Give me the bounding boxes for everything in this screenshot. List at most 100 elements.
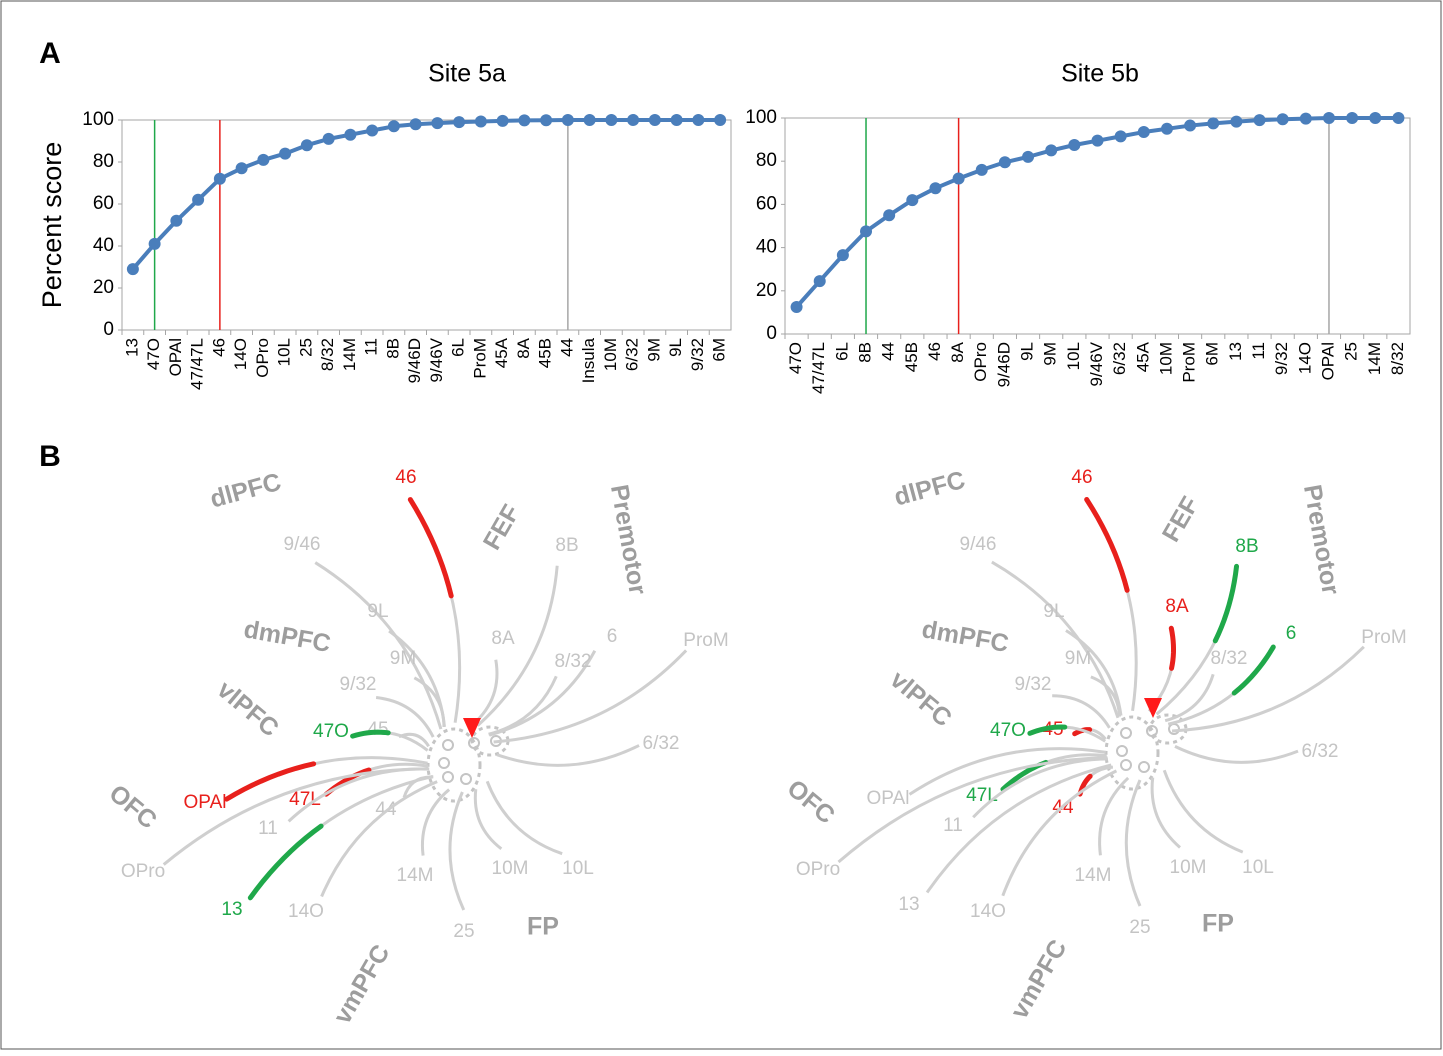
branch xyxy=(450,792,464,910)
data-point xyxy=(1300,113,1312,125)
branch xyxy=(497,745,639,765)
data-point xyxy=(388,120,400,132)
x-tick-label: 14M xyxy=(340,338,359,371)
x-tick-label: 25 xyxy=(296,338,315,357)
arrowhead xyxy=(463,718,481,738)
region-label: vlPFC xyxy=(885,665,957,732)
y-tick-label: 100 xyxy=(745,107,777,128)
x-tick-label: 45B xyxy=(536,338,555,368)
data-point xyxy=(192,194,204,206)
data-point xyxy=(301,139,313,151)
data-point xyxy=(1184,120,1196,132)
y-tick-label: 60 xyxy=(93,193,114,214)
region-label: vlPFC xyxy=(212,675,284,742)
area-label: ProM xyxy=(1361,627,1406,648)
data-point xyxy=(1392,112,1404,124)
data-point xyxy=(605,114,617,126)
region-label: Premotor xyxy=(605,483,652,598)
hub-node xyxy=(1169,724,1179,734)
area-label: 9/32 xyxy=(1015,674,1052,695)
area-label: OPAl xyxy=(184,792,227,813)
region-label: dlPFC xyxy=(891,466,968,512)
x-tick-label: 8A xyxy=(948,341,967,362)
data-point xyxy=(883,209,895,221)
x-tick-label: OPro xyxy=(253,338,272,378)
region-label: FEF xyxy=(478,500,526,555)
hub-node xyxy=(443,740,453,750)
data-line xyxy=(133,120,720,269)
data-point xyxy=(127,263,139,275)
area-label: 9L xyxy=(1043,601,1064,622)
branch xyxy=(1126,780,1140,906)
data-point xyxy=(814,275,826,287)
region-label: dmPFC xyxy=(242,615,333,658)
branch xyxy=(1100,778,1129,855)
area-label: 14O xyxy=(288,901,324,922)
region-label: dmPFC xyxy=(920,615,1011,658)
hub-node xyxy=(439,758,449,768)
branch xyxy=(1152,778,1180,848)
x-tick-label: OPro xyxy=(971,342,990,382)
area-label: 6 xyxy=(1286,623,1297,644)
x-tick-label: 6L xyxy=(832,342,851,361)
area-label: 6 xyxy=(607,626,618,647)
data-point xyxy=(860,225,872,237)
data-point xyxy=(279,148,291,160)
area-label: 9L xyxy=(367,601,388,622)
y-tick-label: 0 xyxy=(103,319,114,340)
x-tick-label: 45A xyxy=(1133,341,1152,372)
x-tick-label: 25 xyxy=(1342,342,1361,361)
data-point xyxy=(431,117,443,129)
data-point xyxy=(837,249,849,261)
y-tick-label: 20 xyxy=(756,280,777,301)
branch xyxy=(315,563,441,730)
area-label: ProM xyxy=(683,630,728,651)
x-tick-label: 9/32 xyxy=(688,338,707,371)
area-label: 25 xyxy=(1129,917,1150,938)
area-label: 8/32 xyxy=(1211,648,1248,669)
arrowhead xyxy=(1144,698,1162,718)
data-point xyxy=(584,114,596,126)
y-tick-label: 100 xyxy=(82,109,114,130)
data-point xyxy=(1230,116,1242,128)
data-point xyxy=(1254,114,1266,126)
x-tick-label: 45B xyxy=(902,342,921,372)
area-label: 8B xyxy=(1235,536,1258,557)
data-point xyxy=(1277,113,1289,125)
highlight-branch xyxy=(1215,566,1236,640)
data-point xyxy=(627,114,639,126)
x-tick-label: 14O xyxy=(1295,342,1314,374)
x-tick-label: 47O xyxy=(786,342,805,374)
branch xyxy=(1175,746,1298,762)
data-point xyxy=(1115,130,1127,142)
area-label: 14M xyxy=(1075,865,1112,886)
highlight-branch xyxy=(1171,628,1173,668)
x-tick-label: 47/47L xyxy=(188,338,207,390)
hub-node xyxy=(1117,746,1127,756)
area-label: 14M xyxy=(397,865,434,886)
chart-title: Site 5a xyxy=(428,60,506,88)
data-point xyxy=(170,215,182,227)
area-label: 8B xyxy=(555,535,578,556)
y-tick-label: 60 xyxy=(756,193,777,214)
panel-label: B xyxy=(39,440,61,473)
data-point xyxy=(497,115,509,127)
branch xyxy=(1164,770,1243,852)
plot-frame xyxy=(122,120,731,330)
data-point xyxy=(366,125,378,137)
data-point xyxy=(906,194,918,206)
region-label: OFC xyxy=(104,779,162,834)
region-label: Premotor xyxy=(1298,483,1345,598)
x-tick-label: 11 xyxy=(362,338,381,356)
data-point xyxy=(453,116,465,128)
area-label: 13 xyxy=(221,899,242,920)
area-label: 8A xyxy=(491,628,515,649)
data-point xyxy=(999,156,1011,168)
data-point xyxy=(540,114,552,126)
region-label: OFC xyxy=(782,774,840,829)
branch xyxy=(473,660,497,724)
x-tick-label: 46 xyxy=(925,342,944,361)
data-point xyxy=(791,301,803,313)
x-tick-label: 9L xyxy=(666,338,685,357)
area-label: 47L xyxy=(966,785,998,806)
